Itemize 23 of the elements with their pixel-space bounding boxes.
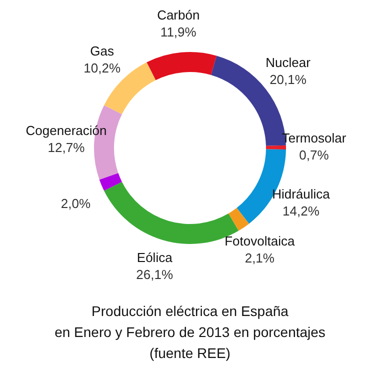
slice-label: Gas: [90, 44, 114, 59]
data-label: 11,9%: [160, 24, 197, 40]
data-label: 2,1%: [244, 250, 275, 266]
donut-slice: [146, 52, 217, 80]
data-label: 26,1%: [136, 266, 174, 282]
text: (fuente REE): [150, 345, 230, 361]
slice-label: Eólica: [136, 250, 174, 265]
data-label: 2,0%: [60, 196, 91, 212]
slice-label: Hidráulica: [272, 186, 331, 202]
text: en Enero y Febrero de 2013 en porcentajes: [54, 324, 326, 340]
data-label: 14,2%: [282, 203, 320, 218]
text: Producción eléctrica en España: [92, 303, 289, 319]
donut-slice: [266, 145, 286, 150]
data-label: 10,2%: [84, 60, 121, 76]
slice-label: Fotovoltaica: [224, 234, 296, 249]
donut-slice: [99, 173, 122, 191]
data-label: 20,1%: [270, 72, 307, 88]
slice-label: Cogeneración: [26, 123, 107, 138]
data-label: 12,7%: [48, 140, 86, 156]
slice-label: Nuclear: [266, 55, 312, 70]
data-label: 0,7%: [299, 147, 330, 162]
slice-label: Carbón: [157, 8, 200, 23]
donut-slice: [228, 208, 250, 231]
